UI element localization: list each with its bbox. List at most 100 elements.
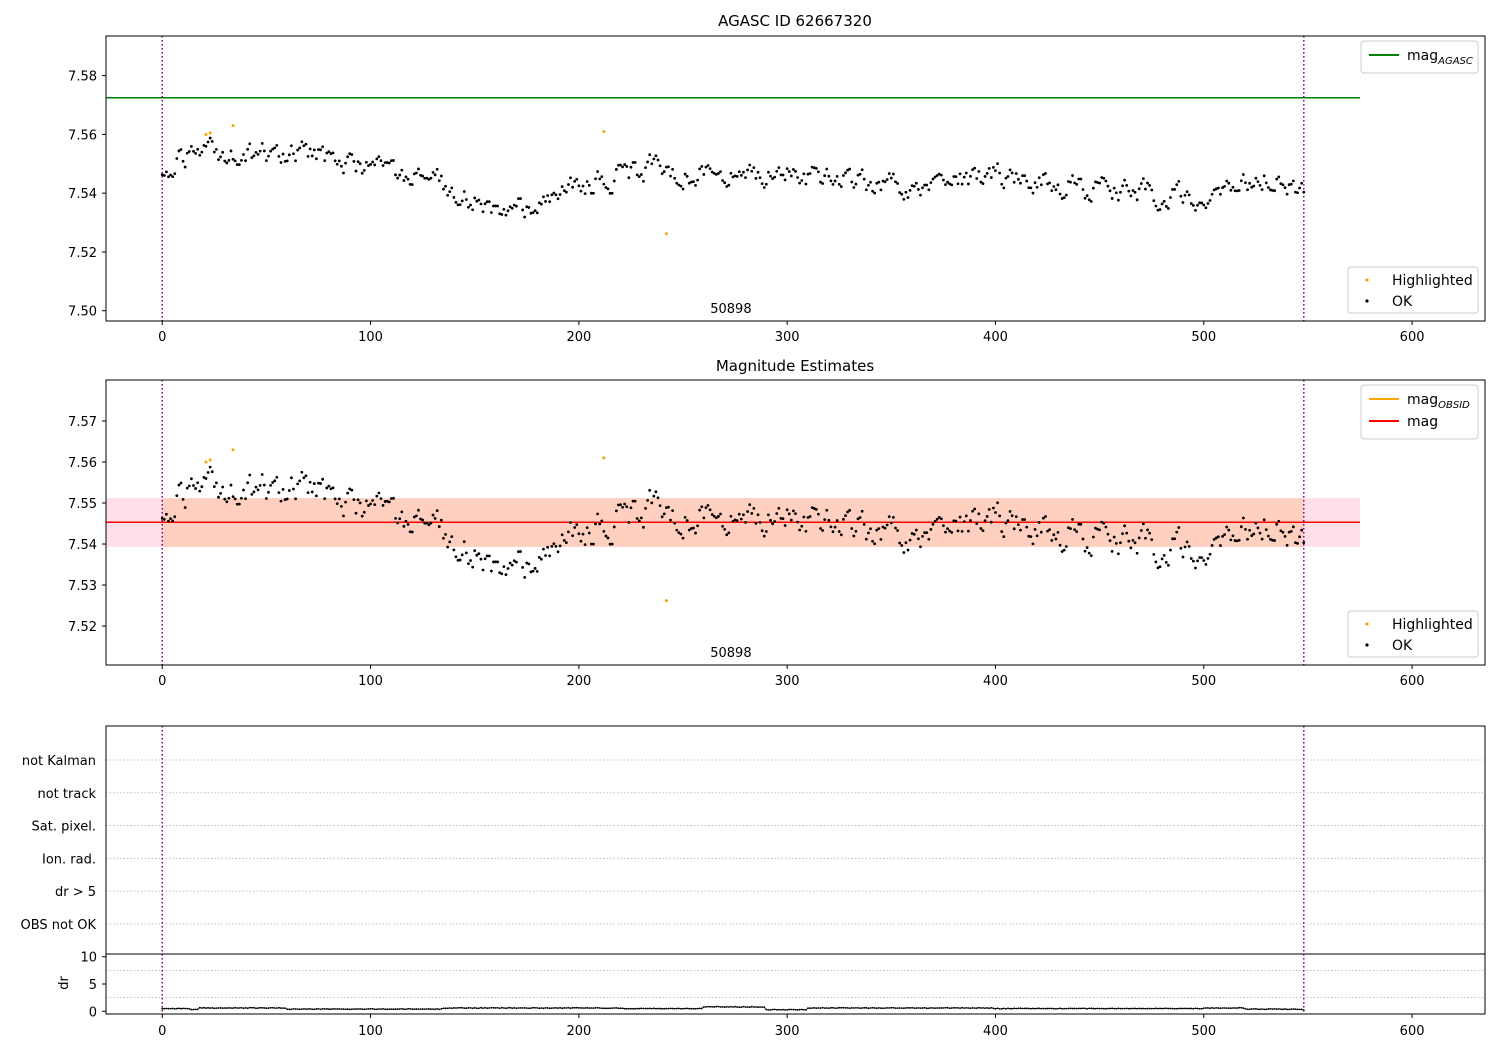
ok-point bbox=[231, 157, 235, 161]
ok-point bbox=[933, 175, 937, 179]
y-tick-label: 0 bbox=[89, 1005, 97, 1020]
ok-point bbox=[331, 151, 335, 155]
highlighted-point bbox=[208, 458, 212, 462]
ok-point bbox=[714, 172, 718, 176]
ok-point bbox=[1266, 186, 1270, 189]
ok-point bbox=[1139, 182, 1143, 185]
ok-point bbox=[425, 176, 429, 180]
ok-point bbox=[964, 514, 968, 518]
x-tick-label: 600 bbox=[1400, 1024, 1425, 1039]
ok-point bbox=[587, 183, 591, 187]
ok-point bbox=[427, 177, 431, 181]
ok-point bbox=[960, 182, 964, 186]
ok-point bbox=[446, 545, 450, 549]
ok-point bbox=[602, 529, 606, 533]
ok-point bbox=[1266, 534, 1270, 538]
ok-point bbox=[1285, 192, 1289, 196]
ok-point bbox=[577, 184, 581, 188]
ok-point bbox=[404, 519, 408, 523]
ok-point bbox=[414, 514, 418, 518]
ok-point bbox=[1158, 208, 1162, 211]
ok-point bbox=[906, 196, 910, 199]
ok-point bbox=[708, 508, 712, 512]
x-tick-label: 500 bbox=[1191, 330, 1216, 345]
ok-point bbox=[906, 548, 910, 552]
ok-point bbox=[546, 545, 550, 549]
ok-point bbox=[306, 154, 310, 158]
ok-point bbox=[308, 147, 312, 151]
ok-point bbox=[589, 542, 593, 546]
ok-point bbox=[221, 150, 225, 154]
ok-point bbox=[1127, 189, 1131, 193]
ok-point bbox=[896, 182, 899, 185]
ok-point bbox=[306, 491, 310, 495]
ok-point bbox=[510, 206, 514, 210]
ok-point bbox=[1175, 530, 1179, 534]
ok-point bbox=[806, 516, 810, 519]
ok-point bbox=[402, 179, 406, 182]
ok-point bbox=[1177, 526, 1181, 529]
ok-point bbox=[508, 561, 512, 565]
ok-point bbox=[456, 203, 460, 207]
ok-point bbox=[623, 502, 627, 506]
ok-point bbox=[550, 544, 554, 548]
ok-point bbox=[1016, 177, 1020, 181]
ok-point bbox=[981, 182, 985, 185]
ok-point bbox=[1094, 526, 1097, 530]
x-tick-label: 100 bbox=[358, 330, 383, 345]
ok-point bbox=[339, 164, 343, 168]
ok-point bbox=[162, 174, 166, 177]
ok-point bbox=[579, 189, 583, 193]
ok-point bbox=[775, 169, 779, 173]
ok-point bbox=[1010, 171, 1014, 175]
ok-point bbox=[1291, 179, 1295, 183]
ok-point bbox=[281, 487, 285, 491]
point-legend-marker bbox=[1365, 622, 1369, 626]
ok-point bbox=[1300, 528, 1304, 532]
ok-point bbox=[700, 505, 704, 509]
ok-point bbox=[167, 519, 170, 523]
line-legend-box bbox=[1360, 40, 1479, 74]
ok-point bbox=[1081, 188, 1085, 191]
ok-point bbox=[1116, 198, 1120, 202]
ok-point bbox=[567, 183, 570, 186]
y-tick-label: 10 bbox=[80, 951, 97, 966]
ok-point bbox=[1296, 191, 1299, 195]
ok-point bbox=[375, 157, 379, 161]
ok-point bbox=[229, 483, 233, 487]
ok-point bbox=[1231, 534, 1235, 538]
ok-point bbox=[917, 537, 920, 541]
ok-point bbox=[956, 529, 960, 533]
ok-point bbox=[658, 164, 662, 168]
ok-point bbox=[1129, 546, 1133, 550]
ok-point bbox=[596, 170, 600, 173]
ok-point bbox=[373, 163, 377, 167]
ok-point bbox=[877, 180, 881, 184]
ok-point bbox=[742, 513, 745, 517]
ok-point bbox=[289, 144, 293, 148]
ok-point bbox=[287, 489, 291, 492]
ok-point bbox=[1000, 182, 1004, 186]
ok-point bbox=[1237, 189, 1241, 192]
ok-point bbox=[173, 515, 177, 519]
ok-point bbox=[750, 169, 754, 173]
ok-point bbox=[823, 518, 827, 522]
ok-point bbox=[564, 541, 568, 545]
ok-point bbox=[1258, 183, 1262, 187]
ok-point bbox=[1114, 191, 1118, 195]
ok-point bbox=[1116, 552, 1120, 556]
ok-point bbox=[598, 522, 602, 526]
ok-point bbox=[706, 164, 710, 167]
ok-point bbox=[1050, 539, 1054, 542]
ok-point bbox=[808, 172, 812, 175]
ok-point bbox=[325, 151, 329, 155]
ok-point bbox=[852, 534, 856, 538]
ok-point bbox=[473, 196, 477, 200]
ok-point bbox=[1302, 541, 1306, 545]
ok-point bbox=[846, 168, 849, 172]
ok-point bbox=[1291, 525, 1295, 529]
ok-point bbox=[546, 194, 550, 197]
ok-point bbox=[479, 557, 483, 561]
ok-point bbox=[750, 512, 754, 515]
ok-point bbox=[944, 183, 947, 187]
